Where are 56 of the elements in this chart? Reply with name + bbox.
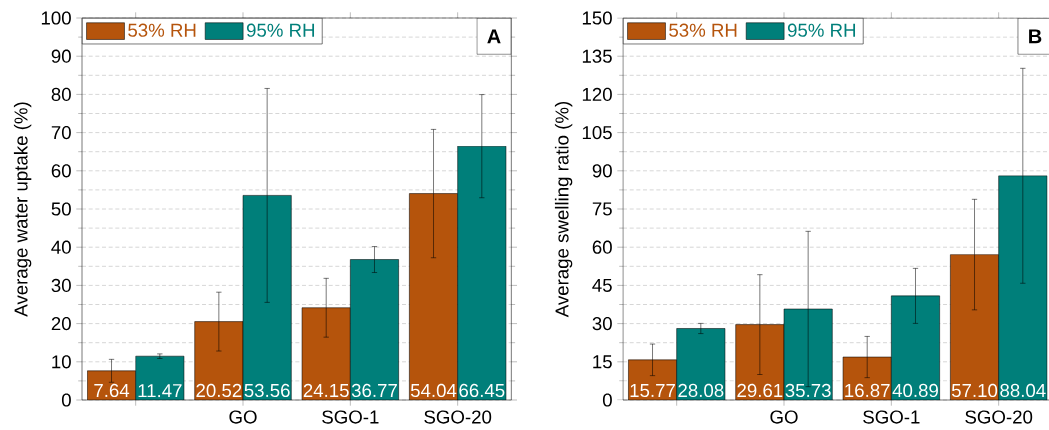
bar bbox=[87, 370, 136, 400]
y-tick-label: 30 bbox=[592, 316, 612, 331]
data-label: 24.15 bbox=[303, 383, 349, 398]
y-tick-label: 0 bbox=[602, 393, 612, 407]
y-tick-label: 75 bbox=[592, 202, 612, 216]
data-label: 29.61 bbox=[737, 383, 783, 398]
y-tick-label: 20 bbox=[51, 316, 71, 331]
bar bbox=[194, 321, 244, 400]
data-label: 16.87 bbox=[845, 383, 890, 398]
data-label: 36.77 bbox=[351, 383, 397, 398]
y-tick-label: 135 bbox=[582, 49, 612, 63]
y-tick-label: 10 bbox=[52, 355, 71, 369]
data-label: 7.64 bbox=[94, 383, 130, 398]
data-label: 35.73 bbox=[785, 383, 831, 398]
data-label: 66.45 bbox=[459, 383, 505, 398]
data-label: 11.47 bbox=[138, 384, 182, 398]
data-label: 54.04 bbox=[410, 383, 457, 398]
annotation: B bbox=[1029, 29, 1042, 44]
x-tick-label: SGO-1 bbox=[322, 410, 379, 424]
y-tick-label: 60 bbox=[592, 240, 612, 254]
y-tick-label: 90 bbox=[592, 164, 612, 178]
y-tick-label: 40 bbox=[51, 240, 71, 254]
y-axis-title: Average swelling ratio (%) bbox=[554, 101, 573, 318]
data-label: 15.77 bbox=[630, 384, 675, 398]
y-tick-label: 105 bbox=[582, 125, 612, 140]
y-tick-label: 90 bbox=[51, 49, 71, 63]
data-label: 57.10 bbox=[951, 383, 998, 398]
y-tick-label: 150 bbox=[582, 11, 612, 25]
y-tick-label: 120 bbox=[582, 87, 612, 102]
data-label: 40.89 bbox=[892, 383, 938, 398]
x-tick-label: SGO-20 bbox=[424, 410, 492, 424]
data-label: 53.56 bbox=[244, 383, 290, 398]
y-tick-label: 0 bbox=[61, 393, 71, 407]
y-tick-label: 45 bbox=[592, 278, 612, 292]
legend-label: 95% RH bbox=[787, 23, 856, 37]
x-tick-label: SGO-20 bbox=[965, 410, 1033, 424]
y-tick-label: 80 bbox=[51, 87, 71, 102]
y-axis-title: Average water uptake (%) bbox=[13, 102, 32, 317]
y-tick-label: 60 bbox=[51, 164, 71, 178]
legend-label: 53% RH bbox=[128, 23, 196, 37]
annotation: A bbox=[487, 29, 501, 44]
data-label: 28.08 bbox=[678, 383, 724, 398]
x-tick-label: SGO-1 bbox=[863, 410, 920, 424]
y-tick-label: 50 bbox=[51, 202, 71, 216]
x-tick-label: GO bbox=[770, 410, 798, 424]
y-tick-label: 30 bbox=[51, 278, 71, 293]
data-label: 20.52 bbox=[196, 383, 242, 398]
y-tick-label: 70 bbox=[51, 125, 71, 140]
y-tick-label: 15 bbox=[593, 355, 612, 369]
x-tick-label: GO bbox=[229, 410, 257, 424]
legend-label: 95% RH bbox=[246, 23, 315, 37]
legend-label: 53% RH bbox=[669, 23, 737, 37]
data-label: 88.04 bbox=[1000, 383, 1046, 398]
bar bbox=[301, 307, 351, 400]
bar bbox=[409, 193, 458, 400]
y-tick-label: 100 bbox=[41, 11, 71, 25]
